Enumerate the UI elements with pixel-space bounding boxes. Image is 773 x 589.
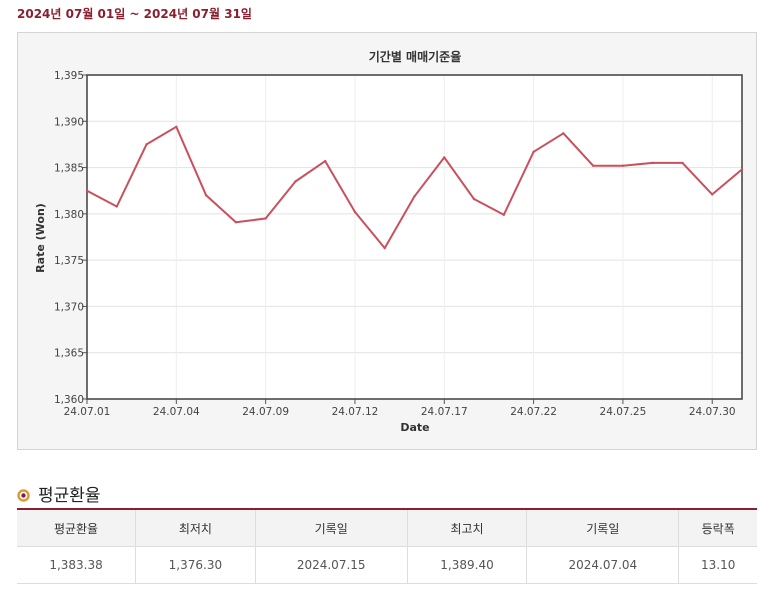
x-tick-label: 24.07.12 [332, 406, 379, 418]
y-tick-label: 1,365 [54, 348, 84, 360]
cell-highest-date: 2024.07.04 [526, 546, 680, 584]
y-tick-label: 1,395 [54, 70, 84, 82]
x-tick-label: 24.07.09 [242, 406, 289, 418]
data-point [740, 168, 744, 171]
data-point [472, 197, 476, 201]
data-point [443, 156, 446, 159]
cell-lowest-date: 2024.07.15 [255, 546, 408, 584]
cell-range: 13.10 [678, 546, 757, 584]
header-lowest: 최저치 [135, 509, 256, 547]
data-point [383, 246, 386, 250]
data-point [145, 143, 148, 146]
data-point [562, 132, 565, 135]
x-tick-label: 24.07.17 [421, 406, 468, 418]
data-point [323, 159, 327, 163]
plot-border [86, 74, 743, 400]
y-tick-label: 1,360 [54, 394, 84, 406]
y-tick-label: 1,390 [54, 116, 84, 128]
table-row: 1,383.38 1,376.30 2024.07.15 1,389.40 20… [17, 546, 757, 584]
y-tick-label: 1,380 [54, 209, 84, 221]
average-rate-table: 평균환율 최저치 기록일 최고치 기록일 등락폭 1,383.38 1,376.… [17, 508, 757, 584]
data-point [234, 220, 238, 224]
data-point [502, 213, 506, 216]
plot-area [87, 75, 742, 399]
data-point [204, 194, 208, 197]
average-rate-section-header: 평균환율 [17, 481, 101, 506]
data-point [711, 193, 714, 196]
y-tick-label: 1,370 [54, 301, 84, 313]
data-point [591, 164, 595, 167]
data-point [413, 195, 416, 198]
data-point [85, 189, 89, 192]
data-point [532, 150, 535, 154]
header-highest-date: 기록일 [526, 509, 680, 547]
data-point [681, 161, 684, 165]
y-tick-label: 1,385 [54, 163, 84, 175]
x-axis-label: Date [400, 421, 429, 434]
x-tick-label: 24.07.30 [689, 406, 736, 418]
data-point [294, 180, 297, 183]
data-point [353, 210, 357, 214]
x-tick-label: 24.07.22 [510, 406, 557, 418]
y-tick-label: 1,375 [54, 255, 84, 267]
header-average-rate: 평균환율 [17, 509, 137, 547]
data-point [651, 161, 654, 165]
average-rate-title: 평균환율 [38, 485, 101, 506]
x-tick-label: 24.07.01 [64, 406, 111, 418]
x-tick-label: 24.07.04 [153, 406, 200, 418]
header-highest: 최고치 [407, 509, 528, 547]
chart-title: 기간별 매매기준율 [369, 49, 462, 64]
table-header-row: 평균환율 최저치 기록일 최고치 기록일 등락폭 [17, 509, 757, 547]
data-point [621, 164, 625, 167]
header-range: 등락폭 [678, 509, 757, 547]
cell-lowest: 1,376.30 [135, 546, 256, 584]
data-point [175, 125, 178, 129]
period-range: 2024년 07월 01일 ~ 2024년 07월 31일 [17, 7, 252, 21]
x-tick-label: 24.07.25 [600, 406, 647, 418]
data-point [115, 205, 118, 208]
cell-average-rate: 1,383.38 [17, 546, 137, 584]
y-axis-label: Rate (Won) [34, 203, 47, 273]
data-point [264, 217, 267, 220]
header-lowest-date: 기록일 [255, 509, 408, 547]
chart-svg: 기간별 매매기준율 Date Rate (Won) 1,360 1,365 1,37… [34, 49, 744, 434]
rate-chart: 기간별 매매기준율 Date Rate (Won) 1,360 1,365 1,37… [17, 32, 757, 450]
cell-highest: 1,389.40 [407, 546, 528, 584]
ring-bullet-icon [17, 487, 30, 502]
